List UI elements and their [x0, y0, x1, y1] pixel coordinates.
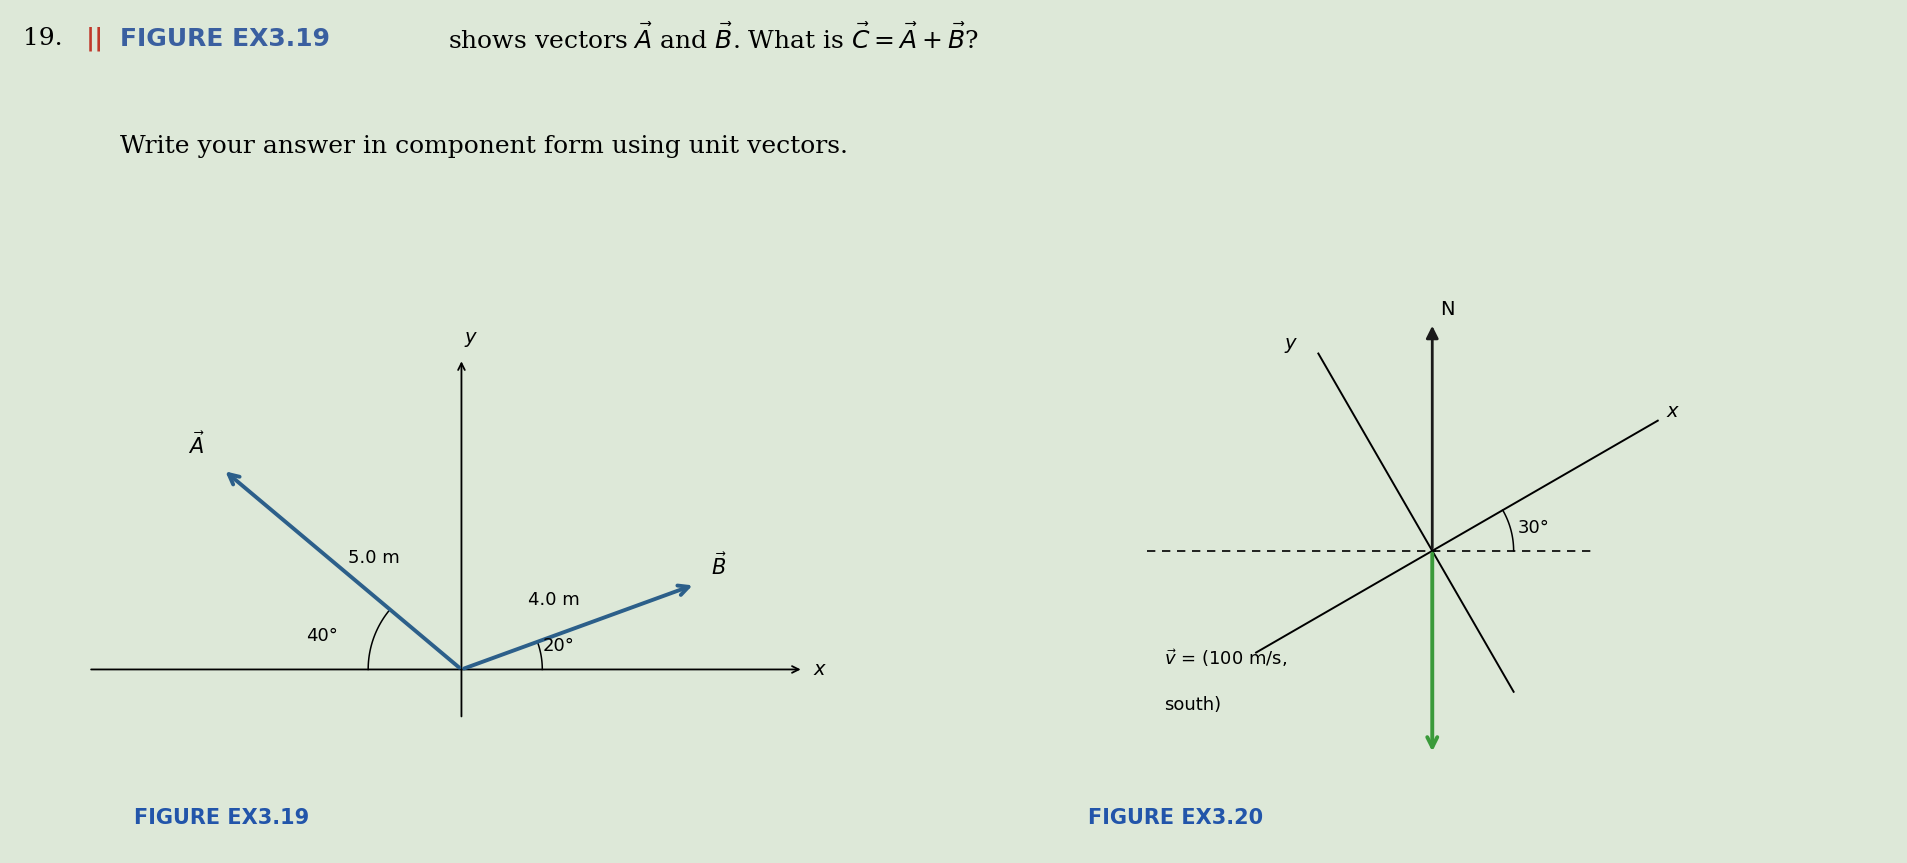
Text: 20°: 20° — [542, 637, 574, 655]
Text: $x$: $x$ — [812, 660, 826, 679]
Text: $\vec{A}$: $\vec{A}$ — [187, 432, 204, 458]
Text: 30°: 30° — [1516, 519, 1548, 537]
Text: $y$: $y$ — [463, 331, 477, 350]
Text: $\vec{B}$: $\vec{B}$ — [711, 552, 727, 579]
Text: 40°: 40° — [305, 627, 338, 646]
Text: $y$: $y$ — [1283, 337, 1297, 356]
Text: shows vectors $\vec{A}$ and $\vec{B}$. What is $\vec{C} = \vec{A} + \vec{B}$?: shows vectors $\vec{A}$ and $\vec{B}$. W… — [448, 24, 978, 54]
Text: FIGURE EX3.20: FIGURE EX3.20 — [1087, 809, 1262, 828]
Text: ||: || — [86, 27, 105, 51]
Text: 5.0 m: 5.0 m — [347, 550, 399, 567]
Text: $\vec{v}$ = (100 m/s,: $\vec{v}$ = (100 m/s, — [1163, 647, 1287, 669]
Text: N: N — [1440, 299, 1455, 318]
Text: 19.: 19. — [23, 28, 63, 50]
Text: FIGURE EX3.19: FIGURE EX3.19 — [133, 809, 309, 828]
Text: Write your answer in component form using unit vectors.: Write your answer in component form usin… — [120, 135, 849, 158]
Text: $x$: $x$ — [1665, 401, 1680, 420]
Text: south): south) — [1163, 696, 1220, 714]
Text: FIGURE EX3.19: FIGURE EX3.19 — [120, 27, 330, 51]
Text: 4.0 m: 4.0 m — [528, 591, 580, 609]
